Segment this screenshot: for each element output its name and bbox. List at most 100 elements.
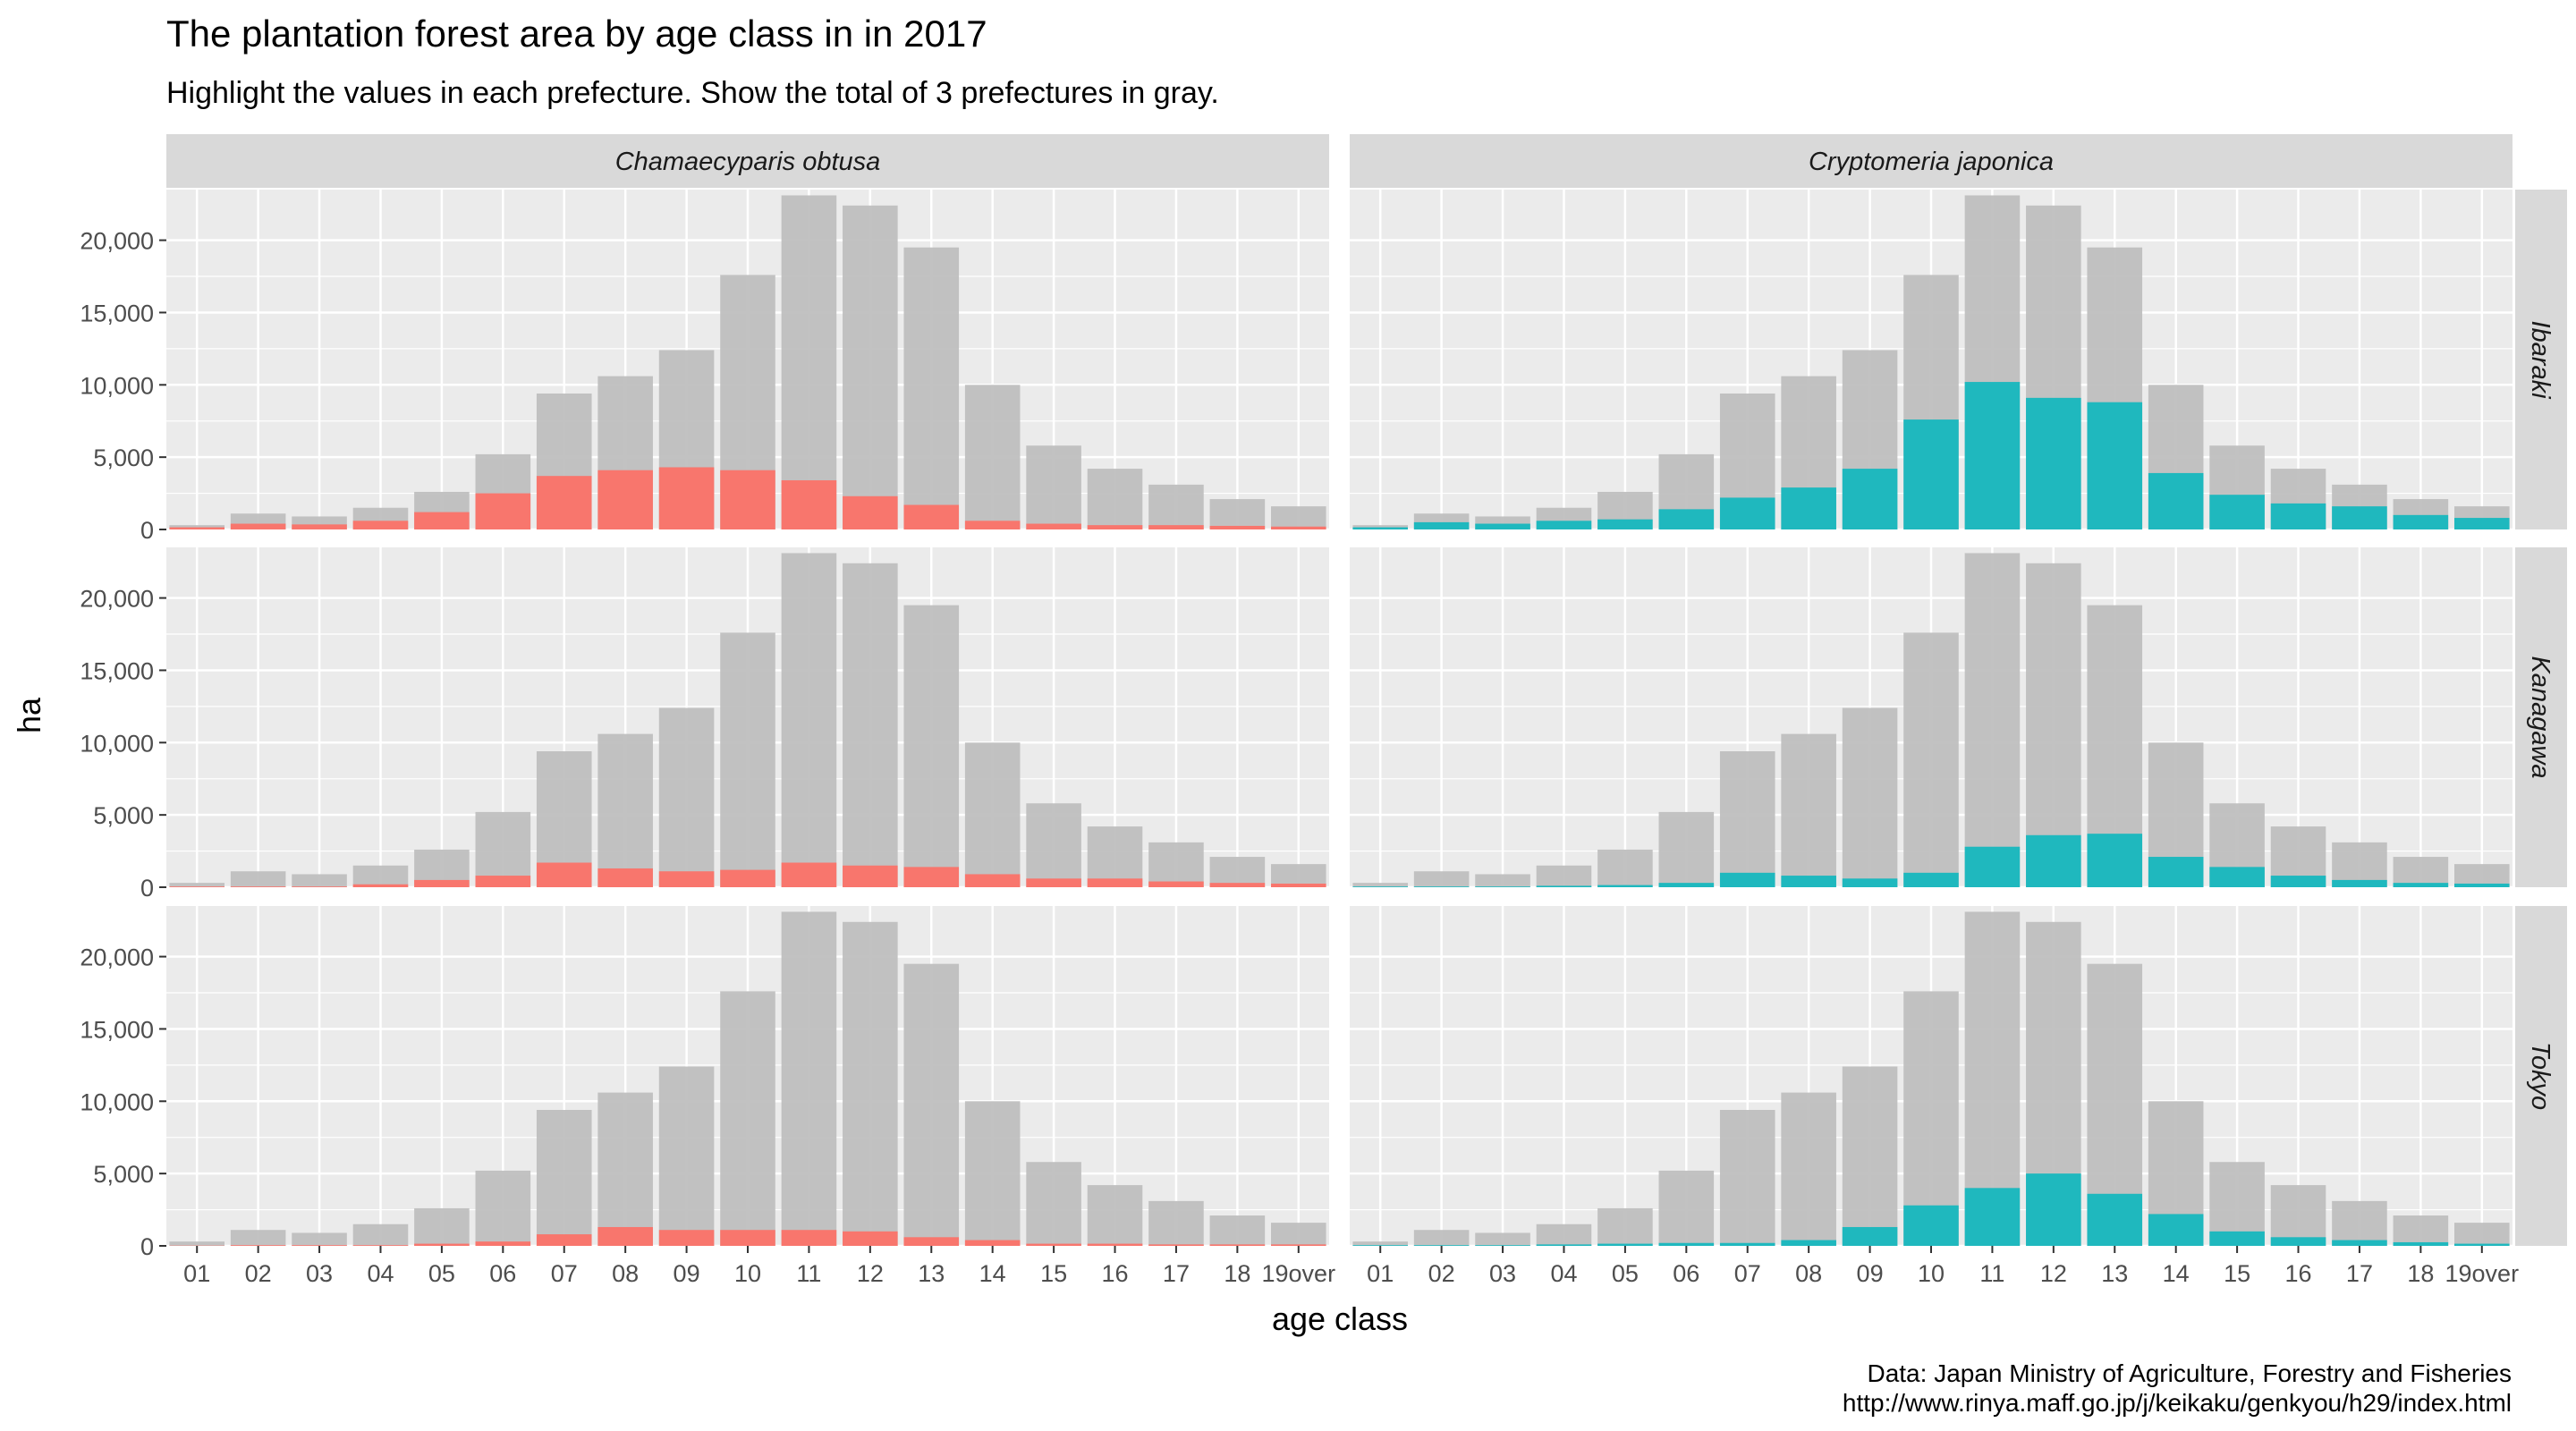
bar-tokyo-chamaecyparis-obtusa-10 <box>720 1230 775 1246</box>
total-bar-11 <box>781 911 837 1246</box>
total-bar-03 <box>1475 874 1530 887</box>
x-tick-label: 04 <box>367 1260 394 1287</box>
total-bar-02 <box>230 871 286 887</box>
x-tick-label: 18 <box>1224 1260 1250 1287</box>
bar-ibaraki-chamaecyparis-obtusa-05 <box>414 512 470 529</box>
total-bar-14 <box>964 1101 1021 1246</box>
total-bar-18 <box>1209 1215 1266 1246</box>
bar-ibaraki-chamaecyparis-obtusa-17 <box>1148 525 1204 529</box>
facet-strip-ibaraki <box>2515 190 2567 529</box>
total-bar-07 <box>1719 751 1775 887</box>
chart-title: The plantation forest area by age class … <box>166 13 987 55</box>
bar-tokyo-cryptomeria-japonica-05 <box>1597 1243 1653 1246</box>
x-tick-label: 19over <box>2445 1260 2520 1287</box>
total-bar-08 <box>597 1092 653 1246</box>
y-tick-label: 10,000 <box>80 730 154 757</box>
bar-kanagawa-chamaecyparis-obtusa-08 <box>597 868 653 887</box>
x-tick-label: 14 <box>979 1260 1006 1287</box>
total-bar-10 <box>1903 632 1959 887</box>
bar-kanagawa-chamaecyparis-obtusa-06 <box>475 876 531 887</box>
y-tick-label: 15,000 <box>80 300 154 326</box>
x-tick-label: 06 <box>489 1260 516 1287</box>
total-bar-01 <box>169 1241 225 1246</box>
bar-kanagawa-cryptomeria-japonica-03 <box>1475 886 1530 887</box>
bar-tokyo-chamaecyparis-obtusa-12 <box>843 1231 898 1246</box>
total-bar-13 <box>903 605 960 887</box>
bar-kanagawa-cryptomeria-japonica-18 <box>2393 883 2449 887</box>
total-bar-03 <box>1475 1232 1530 1246</box>
bar-tokyo-cryptomeria-japonica-16 <box>2270 1237 2326 1246</box>
bar-tokyo-chamaecyparis-obtusa-03 <box>292 1245 347 1246</box>
total-bar-12 <box>2026 563 2081 887</box>
total-bar-07 <box>536 1110 592 1246</box>
bar-tokyo-chamaecyparis-obtusa-07 <box>536 1234 592 1246</box>
bar-ibaraki-cryptomeria-japonica-14 <box>2148 472 2204 529</box>
bar-kanagawa-chamaecyparis-obtusa-11 <box>781 862 837 887</box>
bar-kanagawa-chamaecyparis-obtusa-09 <box>658 871 715 887</box>
bar-ibaraki-chamaecyparis-obtusa-04 <box>352 521 409 529</box>
bar-tokyo-cryptomeria-japonica-19over <box>2454 1243 2510 1246</box>
x-tick-label: 14 <box>2163 1260 2190 1287</box>
total-bar-05 <box>1597 849 1653 887</box>
bar-kanagawa-cryptomeria-japonica-05 <box>1597 885 1653 887</box>
total-bar-17 <box>2332 842 2387 887</box>
total-bar-12 <box>843 205 898 529</box>
total-bar-16 <box>1087 826 1143 887</box>
bar-kanagawa-chamaecyparis-obtusa-02 <box>230 886 286 887</box>
x-tick-label: 11 <box>1979 1260 2004 1287</box>
bar-tokyo-cryptomeria-japonica-15 <box>2209 1231 2265 1246</box>
bar-tokyo-cryptomeria-japonica-08 <box>1781 1240 1836 1246</box>
bar-ibaraki-chamaecyparis-obtusa-02 <box>230 523 286 529</box>
bar-ibaraki-cryptomeria-japonica-18 <box>2393 514 2449 529</box>
bar-kanagawa-chamaecyparis-obtusa-15 <box>1026 878 1081 887</box>
bar-tokyo-chamaecyparis-obtusa-18 <box>1209 1244 1266 1246</box>
total-bar-02 <box>1413 1230 1470 1246</box>
bar-tokyo-cryptomeria-japonica-06 <box>1658 1242 1715 1246</box>
facet-strip-label-ibaraki: Ibaraki <box>2526 320 2555 400</box>
x-tick-label: 05 <box>1612 1260 1639 1287</box>
bar-ibaraki-chamaecyparis-obtusa-13 <box>903 504 960 529</box>
bar-tokyo-chamaecyparis-obtusa-09 <box>658 1230 715 1246</box>
total-bar-03 <box>292 1232 347 1246</box>
bar-ibaraki-cryptomeria-japonica-02 <box>1413 521 1470 529</box>
y-tick-label: 0 <box>140 1233 154 1260</box>
total-bar-17 <box>1148 842 1204 887</box>
bar-kanagawa-chamaecyparis-obtusa-01 <box>169 886 225 887</box>
total-bar-06 <box>475 811 531 887</box>
bar-ibaraki-chamaecyparis-obtusa-12 <box>843 495 898 529</box>
y-tick-label: 5,000 <box>93 1161 154 1188</box>
bar-tokyo-chamaecyparis-obtusa-16 <box>1087 1243 1143 1246</box>
y-tick-label: 20,000 <box>80 944 154 971</box>
bar-kanagawa-cryptomeria-japonica-06 <box>1658 883 1715 887</box>
bar-kanagawa-chamaecyparis-obtusa-10 <box>720 869 775 887</box>
bar-kanagawa-cryptomeria-japonica-07 <box>1719 872 1775 887</box>
facet-strip-kanagawa <box>2515 547 2567 887</box>
caption-url: http://www.rinya.maff.go.jp/j/keikaku/ge… <box>1843 1389 2512 1417</box>
total-bar-04 <box>352 1224 409 1246</box>
bar-tokyo-cryptomeria-japonica-13 <box>2087 1193 2143 1246</box>
bar-tokyo-chamaecyparis-obtusa-19over <box>1271 1244 1326 1246</box>
x-tick-label: 09 <box>1857 1260 1884 1287</box>
bar-kanagawa-chamaecyparis-obtusa-12 <box>843 865 898 887</box>
bar-tokyo-cryptomeria-japonica-11 <box>1964 1188 2021 1246</box>
bar-ibaraki-chamaecyparis-obtusa-10 <box>720 470 775 529</box>
bar-ibaraki-chamaecyparis-obtusa-11 <box>781 480 837 529</box>
bar-tokyo-cryptomeria-japonica-07 <box>1719 1242 1775 1246</box>
bar-kanagawa-chamaecyparis-obtusa-05 <box>414 879 470 887</box>
x-tick-label: 19over <box>1262 1260 1336 1287</box>
bar-ibaraki-chamaecyparis-obtusa-18 <box>1209 525 1266 529</box>
y-tick-label: 15,000 <box>80 1016 154 1043</box>
bar-kanagawa-cryptomeria-japonica-09 <box>1842 878 1898 887</box>
total-bar-18 <box>1209 857 1266 887</box>
facet-strip-chamaecyparis-obtusa <box>166 134 1329 188</box>
y-tick-label: 20,000 <box>80 586 154 613</box>
bar-ibaraki-chamaecyparis-obtusa-07 <box>536 476 592 529</box>
bar-ibaraki-chamaecyparis-obtusa-16 <box>1087 525 1143 529</box>
total-bar-04 <box>352 865 409 887</box>
x-tick-label: 16 <box>2285 1260 2312 1287</box>
total-bar-06 <box>475 1170 531 1246</box>
y-tick-label: 0 <box>140 875 154 902</box>
bar-kanagawa-chamaecyparis-obtusa-18 <box>1209 883 1266 887</box>
bar-kanagawa-chamaecyparis-obtusa-14 <box>964 874 1021 887</box>
bar-ibaraki-chamaecyparis-obtusa-03 <box>292 524 347 529</box>
